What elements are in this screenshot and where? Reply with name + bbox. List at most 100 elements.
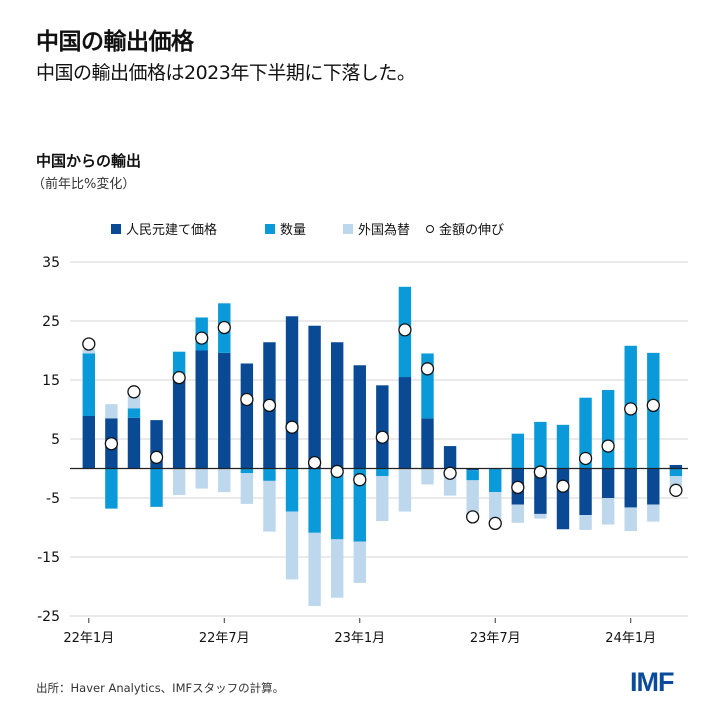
x-tick-label: 23年1月 <box>334 631 385 646</box>
bar-fx <box>308 532 321 606</box>
bar-fx <box>195 468 208 489</box>
value-growth-marker <box>511 480 525 495</box>
bar-volume <box>353 468 366 542</box>
value-growth-marker <box>375 430 389 444</box>
value-growth-marker <box>533 465 548 479</box>
bar-fx <box>398 468 412 512</box>
bar-volume <box>240 468 254 474</box>
y-tick-label: 35 <box>42 255 60 271</box>
bar-volume <box>127 408 141 418</box>
bar-volume <box>150 468 163 507</box>
bar-price <box>376 385 389 469</box>
bar-price <box>421 418 434 469</box>
value-growth-marker <box>420 362 435 376</box>
y-tick-label: -5 <box>46 491 60 507</box>
bar-fx <box>624 507 637 532</box>
bar-price <box>330 342 344 469</box>
bar-price <box>466 468 479 471</box>
value-growth-marker <box>578 451 593 466</box>
bar-fx <box>466 480 479 517</box>
legend-swatch-fx <box>343 223 353 234</box>
value-growth-marker <box>285 420 299 434</box>
value-growth-marker <box>172 370 186 385</box>
legend-circle-icon <box>426 224 434 233</box>
bar-price <box>172 379 186 469</box>
bar-volume <box>330 468 344 540</box>
value-growth-marker <box>307 455 322 470</box>
y-tick-label: 25 <box>42 314 60 330</box>
page-title: 中国の輸出価格 <box>36 29 194 55</box>
bar-price <box>285 316 299 469</box>
x-tick-label: 24年1月 <box>605 631 656 646</box>
legend-label-fx: 外国為替 <box>358 223 411 238</box>
bar-fx <box>579 515 592 530</box>
bar-fx <box>172 468 186 496</box>
x-tick-label: 22年7月 <box>199 631 250 646</box>
bar-volume <box>308 468 321 533</box>
bar-fx <box>105 404 118 419</box>
legend-item-value: 金額の伸び <box>426 219 504 238</box>
bar-fx <box>263 480 276 532</box>
value-growth-marker <box>624 402 638 416</box>
value-growth-marker <box>240 392 254 407</box>
bar-price <box>624 468 637 508</box>
bar-fx <box>240 473 254 504</box>
bar-price <box>398 377 412 469</box>
bar-fx <box>601 498 615 525</box>
y-tick-label: 15 <box>42 373 60 389</box>
bar-price <box>308 325 321 469</box>
bar-price <box>127 417 141 469</box>
bar-fx <box>330 539 344 598</box>
bar-fx <box>127 395 141 409</box>
page-subtitle: 中国の輸出価格は2023年下半期に下落した。 <box>36 62 416 84</box>
value-growth-marker <box>669 483 683 497</box>
bar-volume <box>511 433 525 469</box>
value-growth-marker <box>195 331 209 345</box>
bar-volume <box>601 390 615 469</box>
bar-price <box>195 350 208 469</box>
y-tick-label: -15 <box>37 550 60 566</box>
legend-item-price: 人民元建て価格 <box>111 219 217 238</box>
legend-item-volume: 数量 <box>265 219 306 238</box>
legend-swatch-volume <box>265 223 275 234</box>
imf-logo: IMF <box>630 667 674 697</box>
bar-volume <box>105 468 118 509</box>
bar-volume <box>579 397 592 469</box>
bar-volume <box>376 468 389 477</box>
bar-volume <box>263 468 276 481</box>
bar-fx <box>285 511 299 580</box>
chart-title: 中国からの輸出 <box>36 152 142 170</box>
bar-fx <box>489 492 502 520</box>
bar-price <box>601 468 615 498</box>
bar-fx <box>421 468 434 485</box>
bar-fx <box>647 504 660 522</box>
y-tick-label: 5 <box>51 432 60 448</box>
bar-price <box>82 415 95 469</box>
value-growth-marker <box>646 398 660 413</box>
x-tick-label: 22年1月 <box>63 631 114 646</box>
bar-price <box>240 363 254 469</box>
bar-volume <box>82 353 95 416</box>
bar-volume <box>285 468 299 512</box>
source-note: 出所：Haver Analytics、IMFスタッフの計算。 <box>36 681 285 695</box>
bar-price <box>218 352 231 469</box>
bar-volume <box>534 421 547 469</box>
legend-label-price: 人民元建て価格 <box>126 223 218 238</box>
bar-fx <box>534 513 547 519</box>
y-axis-label: （前年比%変化） <box>32 177 136 192</box>
bar-volume <box>556 424 570 469</box>
x-tick-label: 23年7月 <box>470 631 521 646</box>
bar-fx <box>511 504 525 523</box>
bar-price <box>647 468 660 505</box>
bar-price <box>669 464 683 469</box>
y-tick-label: -25 <box>37 609 60 625</box>
bar-price <box>579 468 592 516</box>
legend-swatch-price <box>111 223 121 234</box>
value-growth-marker <box>262 398 277 413</box>
value-growth-marker <box>443 466 457 480</box>
value-growth-marker <box>601 439 615 453</box>
bar-price <box>556 468 570 530</box>
value-growth-marker <box>466 510 480 524</box>
value-growth-marker <box>82 337 96 351</box>
